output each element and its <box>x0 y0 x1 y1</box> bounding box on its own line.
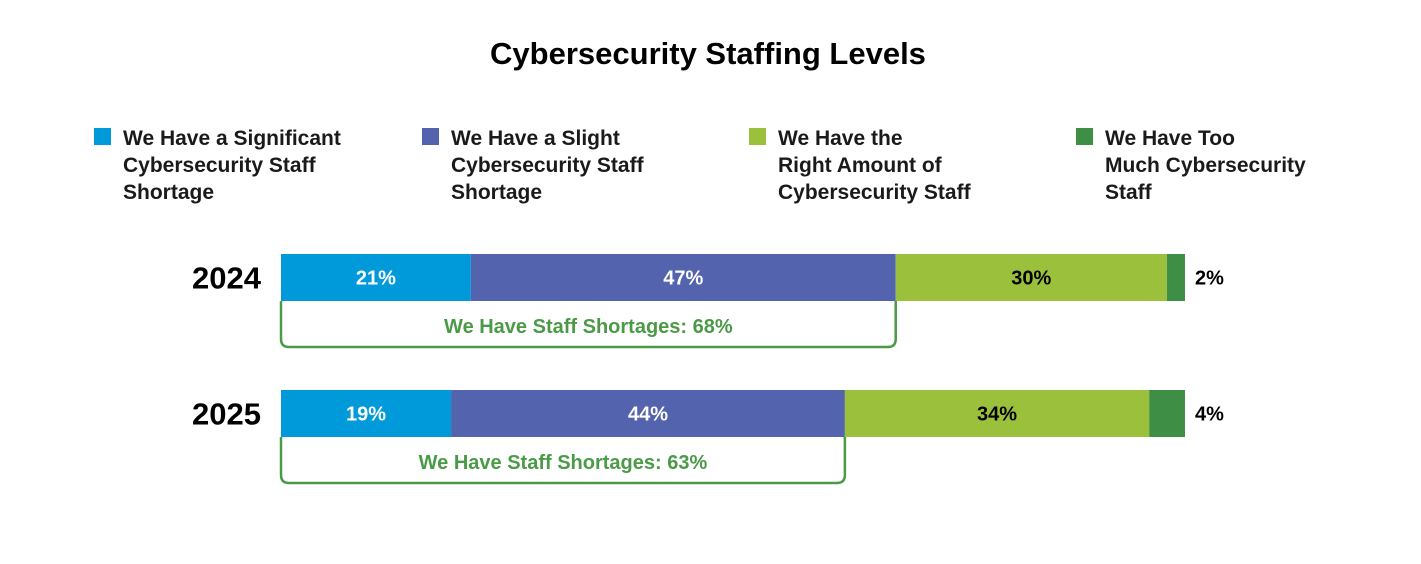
category-label: 2025 <box>192 397 261 432</box>
legend-label: Cybersecurity Staff <box>451 154 645 177</box>
legend-label: Cybersecurity Staff <box>778 181 972 204</box>
bar-segment <box>844 390 1150 437</box>
bar-segment <box>281 390 452 437</box>
data-label: 4% <box>1195 404 1224 426</box>
shortage-total-label: We Have Staff Shortages: 63% <box>419 452 708 474</box>
legend-item: We Have the Right Amount of Cybersecurity … <box>749 127 972 204</box>
shortage-bracket <box>279 301 897 349</box>
data-label: 44% <box>628 404 668 426</box>
shortage-bracket <box>279 437 847 485</box>
chart-title: Cybersecurity Staffing Levels <box>490 36 926 71</box>
bar-segment <box>451 390 845 437</box>
data-label: 21% <box>356 268 396 290</box>
bar-segment <box>281 254 471 301</box>
bar-segment <box>895 254 1167 301</box>
legend-item: We Have a Significant Cybersecurity Staff… <box>94 127 341 204</box>
bar-segment <box>1166 254 1185 301</box>
data-label: 19% <box>346 404 386 426</box>
bar-segment <box>470 254 896 301</box>
legend-label: Shortage <box>451 181 542 204</box>
legend-label: Staff <box>1105 181 1153 204</box>
bar-row: 2024 21% 47% 30% 2% We Have Staff Shortages: … <box>192 254 1224 349</box>
bar-segment <box>1149 390 1185 437</box>
data-label: 2% <box>1195 268 1224 290</box>
data-label: 30% <box>1011 268 1051 290</box>
category-label: 2024 <box>192 261 262 296</box>
legend-item: We Have a Slight Cybersecurity Staff Short… <box>422 127 645 204</box>
legend-swatch <box>94 128 111 145</box>
legend-swatch <box>1076 128 1093 145</box>
legend-label: Much Cybersecurity <box>1105 154 1306 177</box>
legend-label: We Have the <box>778 127 903 150</box>
legend-label: We Have a Slight <box>451 127 620 150</box>
data-label: 34% <box>977 404 1017 426</box>
legend-swatch <box>422 128 439 145</box>
legend-label: Shortage <box>123 181 214 204</box>
bars: 2024 21% 47% 30% 2% We Have Staff Shortages: … <box>192 254 1224 485</box>
legend-item: We Have Too Much Cybersecurity Staff <box>1076 127 1306 204</box>
data-label: 47% <box>663 268 703 290</box>
legend: We Have a Significant Cybersecurity Staff… <box>94 127 1306 204</box>
legend-label: Cybersecurity Staff <box>123 154 317 177</box>
legend-label: Right Amount of <box>778 154 943 177</box>
bar-row: 2025 19% 44% 34% 4% We Have Staff Shortages: … <box>192 390 1224 485</box>
legend-swatch <box>749 128 766 145</box>
legend-label: We Have Too <box>1105 127 1235 150</box>
shortage-total-label: We Have Staff Shortages: 68% <box>444 316 733 338</box>
legend-label: We Have a Significant <box>123 127 341 150</box>
